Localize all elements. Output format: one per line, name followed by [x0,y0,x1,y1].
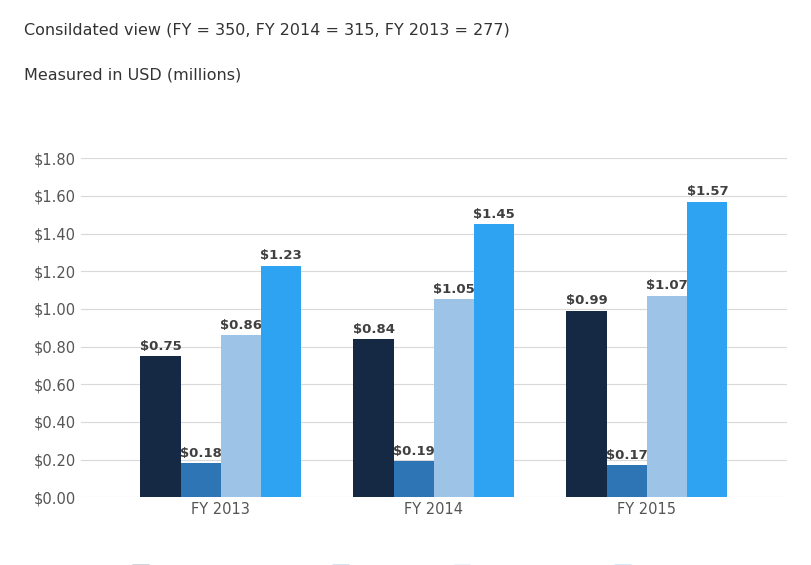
Bar [221,335,261,497]
Text: $1.45: $1.45 [474,208,515,221]
Text: Measured in USD (millions): Measured in USD (millions) [24,68,242,83]
Bar [434,299,474,497]
Text: Consildated view (FY = 350, FY 2014 = 315, FY 2013 = 277): Consildated view (FY = 350, FY 2014 = 31… [24,23,510,38]
Bar [566,311,607,497]
Bar [607,465,647,497]
Text: $0.99: $0.99 [566,294,607,307]
Text: $0.19: $0.19 [393,445,435,458]
Text: $0.17: $0.17 [606,449,648,462]
Text: $0.75: $0.75 [139,340,182,353]
Bar [140,356,181,497]
Text: $0.84: $0.84 [353,323,394,336]
Text: $0.18: $0.18 [180,447,221,460]
Bar [393,462,434,497]
Bar [354,339,393,497]
Text: $1.23: $1.23 [260,249,302,262]
Bar [687,202,727,497]
Bar [647,295,687,497]
Text: $1.05: $1.05 [433,283,475,296]
Text: $1.57: $1.57 [687,185,728,198]
Text: $0.86: $0.86 [220,319,262,332]
Text: $1.07: $1.07 [646,279,688,292]
Bar [474,224,514,497]
Bar [261,266,302,497]
Legend: Detection & escalation, Notification, Ex-post response, Lost business: Detection & escalation, Notification, Ex… [126,558,742,565]
Bar [181,463,221,497]
